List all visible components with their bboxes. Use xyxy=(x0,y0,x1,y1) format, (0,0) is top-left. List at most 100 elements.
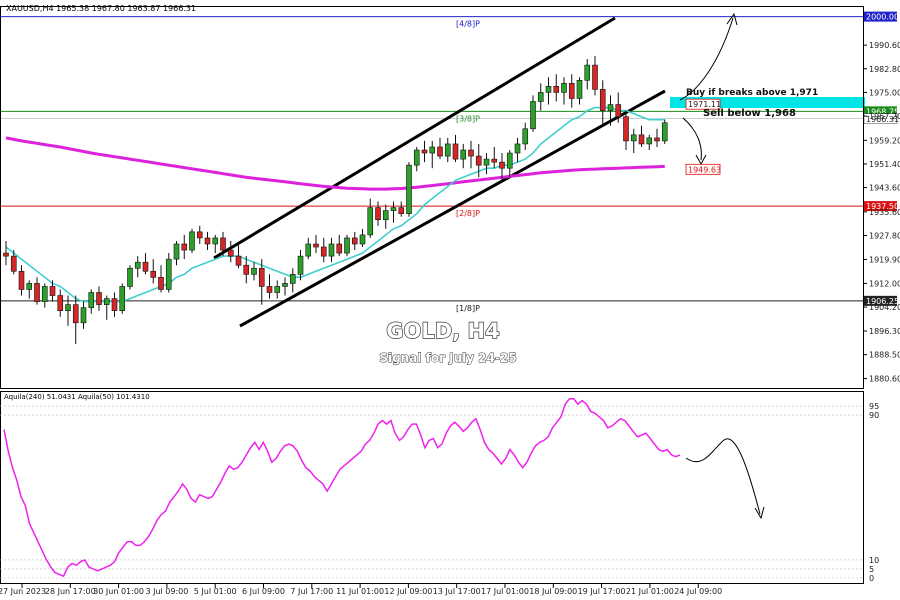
candle xyxy=(119,283,126,314)
candle xyxy=(398,201,405,217)
candle xyxy=(274,280,281,299)
candle xyxy=(561,77,567,105)
candle-body xyxy=(444,143,451,157)
candle xyxy=(235,243,242,269)
candle xyxy=(111,292,118,317)
candle xyxy=(142,253,149,275)
candle-body xyxy=(623,116,629,142)
candle-body xyxy=(235,255,242,266)
candle-body xyxy=(398,207,405,214)
candle-body xyxy=(514,143,521,154)
candle xyxy=(150,259,157,284)
candle-body xyxy=(313,243,319,248)
candle xyxy=(297,250,304,281)
candle-body xyxy=(630,134,637,142)
y-tick-label: 1982.80 xyxy=(869,65,900,74)
candle xyxy=(26,280,33,299)
candle-body xyxy=(266,286,273,293)
candle xyxy=(173,240,180,266)
candle-body xyxy=(367,207,374,236)
buy-annotation: Buy if breaks above 1,971 xyxy=(686,88,818,98)
osc-tick-label: 95 xyxy=(869,402,879,411)
candle xyxy=(390,201,397,223)
candle xyxy=(537,83,544,111)
channel-upper-line xyxy=(213,16,616,260)
candle xyxy=(134,256,141,278)
candle-body xyxy=(282,283,288,287)
candle xyxy=(3,240,9,266)
candle xyxy=(88,289,95,314)
candle xyxy=(661,119,668,144)
sell-annotation: Sell below 1,968 xyxy=(703,108,796,119)
candle-body xyxy=(553,86,560,93)
forecast-arrows xyxy=(679,12,765,520)
symbol-header: XAUUSD,H4 1965.38 1967.80 1963.87 1966.3… xyxy=(6,4,196,13)
candle xyxy=(158,265,164,293)
candle xyxy=(258,259,265,305)
x-tick-label: 27 Jun 2023 xyxy=(0,587,46,596)
candle-body xyxy=(65,304,71,311)
candle-body xyxy=(243,264,250,275)
osc-tick-label: 10 xyxy=(869,556,879,565)
candle-body xyxy=(638,134,645,145)
x-tick-label: 18 Jul 09:00 xyxy=(529,587,577,596)
candle xyxy=(654,128,660,147)
candle xyxy=(289,268,296,293)
candle xyxy=(243,256,250,284)
x-tick-label: 12 Jul 09:00 xyxy=(384,587,432,596)
candle-body xyxy=(607,104,614,111)
y-tick-label: 1943.60 xyxy=(869,184,900,193)
candle-body xyxy=(320,246,327,257)
channel-lower-line xyxy=(239,89,666,328)
murrey-level-label: [4/8]P xyxy=(456,20,480,29)
osc-tick-label: 0 xyxy=(869,574,874,583)
candle xyxy=(57,289,64,317)
candle-body xyxy=(181,243,188,251)
candle-body xyxy=(96,292,102,305)
level-price-tag xyxy=(864,106,897,117)
candle xyxy=(351,231,358,251)
candle xyxy=(305,237,312,260)
candle-body xyxy=(406,164,412,214)
candle-body xyxy=(452,143,459,160)
x-tick-label: 7 Jul 17:00 xyxy=(290,587,333,596)
candle-body xyxy=(305,243,312,257)
x-tick-label: 11 Jul 01:00 xyxy=(336,587,384,596)
candle xyxy=(568,74,575,108)
y-tick-label: 1951.40 xyxy=(869,160,900,169)
x-tick-label: 21 Jul 01:00 xyxy=(626,587,674,596)
x-tick-label: 5 Jul 01:00 xyxy=(194,587,237,596)
candle-body xyxy=(584,64,591,81)
candle xyxy=(475,143,482,178)
candle xyxy=(421,140,428,163)
candle-body xyxy=(506,152,513,169)
candle-body xyxy=(429,146,436,154)
oscillator-legend: Aquila(240) 51.0431 Aquila(50) 101.4310 xyxy=(4,393,150,401)
candle xyxy=(196,225,203,244)
candle-body xyxy=(297,255,304,275)
candle xyxy=(615,92,622,123)
candle xyxy=(592,56,598,96)
candle-body xyxy=(127,267,133,287)
candle xyxy=(491,146,498,169)
up-arrowhead xyxy=(726,12,738,26)
candle-body xyxy=(328,243,335,257)
x-tick-label: 30 Jun 01:00 xyxy=(93,587,144,596)
candle-body xyxy=(289,274,296,284)
candle-body xyxy=(483,158,490,166)
candle-body xyxy=(537,92,544,102)
candle-body xyxy=(173,243,180,260)
candle-body xyxy=(196,231,203,239)
candle-body xyxy=(646,137,653,145)
candle-body xyxy=(351,237,358,245)
candle-body xyxy=(359,234,366,245)
ema-value-tag xyxy=(685,163,721,175)
candle xyxy=(506,150,513,178)
candle-body xyxy=(576,79,583,99)
x-tick-label: 28 Jun 17:00 xyxy=(45,587,96,596)
y-tick-label: 1990.60 xyxy=(869,41,900,50)
y-tick-label: 1967.20 xyxy=(869,112,900,121)
last-price-tag-text: 1966.31 xyxy=(866,115,899,124)
candle xyxy=(638,125,645,147)
chart-title: GOLD, H4 xyxy=(386,319,499,343)
